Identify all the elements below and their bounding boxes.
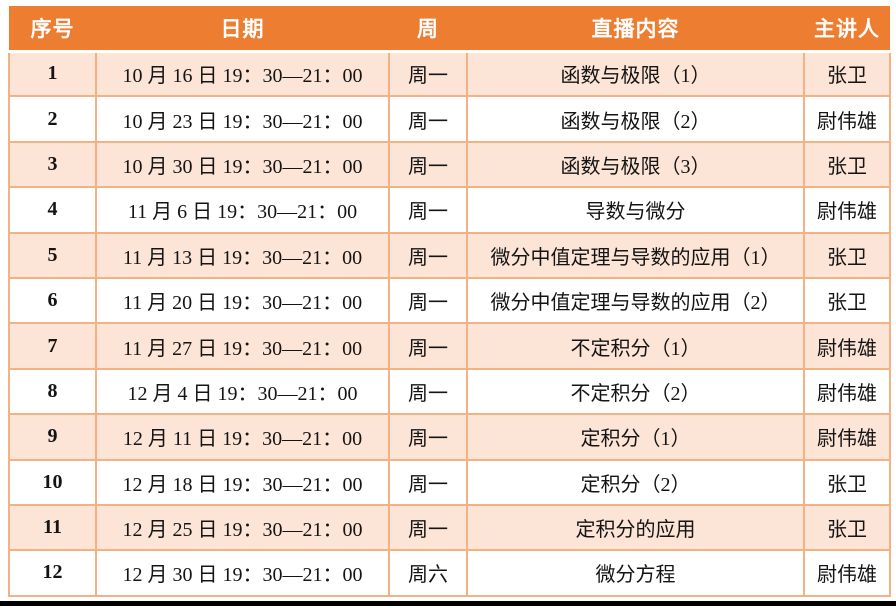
table-row: 3 10 月 30 日 19：30—21：00 周一 函数与极限（3） 张卫 — [8, 140, 891, 189]
table-row: 11 12 月 25 日 19：30—21：00 周一 定积分的应用 张卫 — [8, 503, 891, 552]
cell-date: 10 月 30 日 19：30—21：00 — [95, 140, 390, 189]
cell-index: 3 — [8, 140, 97, 189]
schedule-table: 序号 日期周直播内容 主讲人 1 10 月 16 日 19：30—21：00 周一 函数与… — [8, 6, 891, 597]
table-row: 6 11 月 20 日 19：30—21：00 周一 微分中值定理与导数的应用（2）张… — [8, 276, 891, 325]
cell-date: 12 月 18 日 19：30—21：00 — [95, 458, 390, 506]
table-row: 2 10 月 23 日 19：30—21：00 周一 函数与极限（2） 尉伟雄 — [8, 95, 891, 143]
table-row: 7 11 月 27 日 19：30—21：00 周一 不定积分（1） 尉伟雄 — [8, 322, 891, 370]
column-header-week: 周 — [389, 6, 467, 53]
cell-date: 11 月 6 日 19：30—21：00 — [95, 186, 390, 234]
cell-week: 周一 — [388, 458, 468, 506]
cell-date: 10 月 16 日 19：30—21：00 — [95, 49, 390, 98]
cell-content: 不定积分（2） — [466, 367, 805, 416]
cell-date: 11 月 20 日 19：30—21：00 — [95, 276, 390, 325]
table-row: 12 12 月 30 日 19：30—21：00 周六 微分方程 尉伟雄 — [8, 549, 891, 597]
cell-content: 微分方程 — [466, 549, 805, 597]
cell-speaker: 张卫 — [803, 458, 891, 506]
cell-speaker: 张卫 — [803, 276, 891, 325]
cell-week: 周一 — [388, 140, 468, 189]
cell-date: 12 月 11 日 19：30—21：00 — [95, 413, 390, 461]
cell-index: 1 — [8, 49, 97, 98]
column-header-content: 直播内容 — [467, 6, 804, 53]
cell-content: 导数与微分 — [466, 186, 805, 234]
bottom-border-line — [0, 601, 896, 606]
cell-index: 11 — [8, 503, 97, 552]
cell-week: 周六 — [388, 549, 468, 597]
cell-content: 函数与极限（3） — [466, 140, 805, 189]
cell-content: 函数与极限（1） — [466, 49, 805, 98]
cell-content: 定积分（1） — [466, 413, 805, 461]
cell-date: 12 月 25 日 19：30—21：00 — [95, 503, 390, 552]
cell-week: 周一 — [388, 49, 468, 98]
cell-week: 周一 — [388, 322, 468, 370]
cell-content: 定积分（2） — [466, 458, 805, 506]
cell-content: 微分中值定理与导数的应用（2） — [466, 276, 805, 325]
cell-index: 9 — [8, 413, 97, 461]
cell-date: 12 月 30 日 19：30—21：00 — [95, 549, 390, 597]
cell-week: 周一 — [388, 231, 468, 279]
cell-date: 12 月 4 日 19：30—21：00 — [95, 367, 390, 416]
table-row: 8 12 月 4 日 19：30—21：00 周一 不定积分（2） 尉伟雄 — [8, 367, 891, 416]
cell-index: 6 — [8, 276, 97, 325]
cell-week: 周一 — [388, 503, 468, 552]
cell-speaker: 尉伟雄 — [803, 549, 891, 597]
cell-week: 周一 — [388, 367, 468, 416]
column-header-index: 序号 — [9, 6, 96, 53]
cell-content: 微分中值定理与导数的应用（1） — [466, 231, 805, 279]
cell-speaker: 尉伟雄 — [803, 95, 891, 143]
cell-speaker: 尉伟雄 — [803, 186, 891, 234]
cell-speaker: 张卫 — [803, 49, 891, 98]
table-row: 4 11 月 6 日 19：30—21：00 周一 导数与微分 尉伟雄 — [8, 186, 891, 234]
table-row: 1 10 月 16 日 19：30—21：00 周一 函数与极限（1） 张卫 — [8, 49, 891, 98]
cell-content: 不定积分（1） — [466, 322, 805, 370]
cell-speaker: 张卫 — [803, 140, 891, 189]
cell-speaker: 尉伟雄 — [803, 367, 891, 416]
cell-index: 12 — [8, 549, 97, 597]
cell-speaker: 张卫 — [803, 231, 891, 279]
cell-index: 10 — [8, 458, 97, 506]
cell-week: 周一 — [388, 276, 468, 325]
header-row: 序号 日期周直播内容 主讲人 — [9, 6, 890, 53]
cell-index: 7 — [8, 322, 97, 370]
cell-week: 周一 — [388, 413, 468, 461]
cell-content: 定积分的应用 — [466, 503, 805, 552]
cell-week: 周一 — [388, 95, 468, 143]
cell-speaker: 张卫 — [803, 503, 891, 552]
cell-date: 11 月 13 日 19：30—21：00 — [95, 231, 390, 279]
cell-week: 周一 — [388, 186, 468, 234]
table-row: 10 12 月 18 日 19：30—21：00 周一 定积分（2） 张卫 — [8, 458, 891, 506]
table-body: 1 10 月 16 日 19：30—21：00 周一 函数与极限（1） 张卫 2 10 月 … — [8, 49, 891, 597]
cell-date: 11 月 27 日 19：30—21：00 — [95, 322, 390, 370]
cell-speaker: 尉伟雄 — [803, 413, 891, 461]
cell-speaker: 尉伟雄 — [803, 322, 891, 370]
cell-index: 2 — [8, 95, 97, 143]
cell-content: 函数与极限（2） — [466, 95, 805, 143]
table-row: 9 12 月 11 日 19：30—21：00 周一 定积分（1） 尉伟雄 — [8, 413, 891, 461]
column-header-date: 日期 — [96, 6, 389, 53]
cell-date: 10 月 23 日 19：30—21：00 — [95, 95, 390, 143]
cell-index: 5 — [8, 231, 97, 279]
cell-index: 8 — [8, 367, 97, 416]
table-row: 5 11 月 13 日 19：30—21：00 周一 微分中值定理与导数的应用（1）张… — [8, 231, 891, 279]
cell-index: 4 — [8, 186, 97, 234]
column-header-speaker: 主讲人 — [804, 6, 890, 53]
